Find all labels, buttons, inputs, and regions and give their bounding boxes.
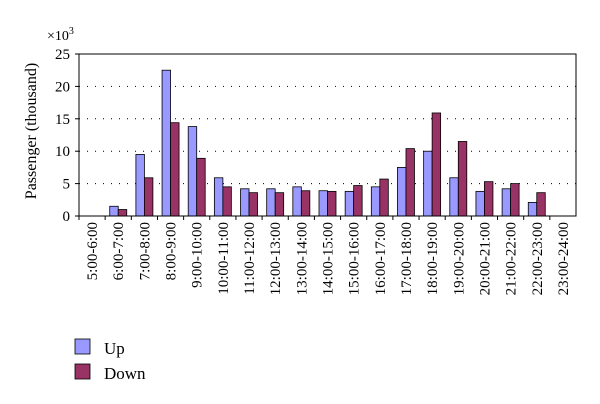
bar-down <box>327 190 337 217</box>
x-tick-label: 17:00-18:00 <box>399 222 415 295</box>
bar-up <box>109 205 119 217</box>
bar-down <box>300 190 311 217</box>
bar-up <box>292 186 302 217</box>
x-tick-label: 18:00-19:00 <box>425 222 441 295</box>
x-tick-label: 12:00-13:00 <box>268 222 284 295</box>
legend-swatch-down <box>74 363 91 380</box>
x-tick-label: 16:00-17:00 <box>373 222 389 295</box>
plot-frame <box>78 53 577 217</box>
y-tick-label: 15 <box>55 112 70 128</box>
x-tick-label: 14:00-15:00 <box>321 222 337 295</box>
bar-down <box>143 177 154 217</box>
legend-label-up: Up <box>104 339 125 358</box>
bar-down <box>170 122 180 217</box>
x-tick-label: 8:00-9:00 <box>164 222 180 280</box>
x-axis-ticks: 5:00-6:00 6:00-7:00 7:00-8:00 8:00-9:00 9:00… <box>78 216 572 295</box>
bar-up <box>161 69 171 217</box>
bar-down <box>379 178 389 217</box>
x-tick-label: 23:00-24:00 <box>556 222 572 295</box>
multiplier-exponent: 3 <box>69 26 74 37</box>
bar-up <box>475 190 485 217</box>
bar-down <box>248 192 258 217</box>
bar-up <box>449 177 459 217</box>
multiplier-base: ×10 <box>47 29 69 44</box>
y-tick-label: 20 <box>55 79 70 95</box>
bars-group <box>109 69 546 217</box>
bar-down <box>222 186 232 217</box>
bar-up <box>501 188 512 217</box>
x-tick-label: 11:00-12:00 <box>242 222 258 295</box>
bar-up <box>397 166 407 217</box>
x-tick-label: 19:00-20:00 <box>451 222 467 295</box>
x-tick-label: 20:00-21:00 <box>477 222 493 295</box>
bar-up <box>135 154 145 217</box>
y-tick-label: 0 <box>63 209 71 225</box>
bar-up <box>318 190 328 217</box>
bar-up <box>240 188 250 217</box>
bar-down <box>405 148 415 217</box>
bar-down <box>117 209 128 217</box>
x-tick-label: 5:00-6:00 <box>85 222 101 280</box>
gridlines <box>79 85 576 185</box>
y-tick-label: 5 <box>63 177 71 193</box>
x-tick-label: 15:00-16:00 <box>347 222 363 295</box>
y-axis-ticks: 0 5 10 15 20 25 <box>55 47 79 225</box>
bar-up <box>370 186 381 217</box>
bar-down <box>457 141 468 217</box>
legend: Up Down <box>74 338 146 383</box>
bar-down <box>353 185 363 217</box>
bar-down <box>274 192 285 217</box>
x-tick-label: 13:00-14:00 <box>294 222 310 295</box>
y-axis-title: Passenger (thousand) <box>23 63 40 199</box>
y-tick-label: 10 <box>55 144 70 160</box>
bar-up <box>344 190 355 217</box>
bar-down <box>196 157 206 217</box>
bar-down <box>510 183 520 217</box>
legend-label-down: Down <box>104 364 146 383</box>
x-tick-label: 7:00-8:00 <box>137 222 153 280</box>
bar-down <box>536 192 546 217</box>
bar-down <box>484 181 494 217</box>
axis-multiplier: ×103 <box>47 26 74 44</box>
bar-up <box>213 177 224 217</box>
bar-up <box>187 126 198 217</box>
legend-swatch-up <box>74 338 91 355</box>
bar-up <box>423 150 433 217</box>
x-tick-label: 6:00-7:00 <box>111 222 127 280</box>
x-tick-label: 21:00-22:00 <box>504 222 520 295</box>
y-tick-label: 25 <box>55 47 70 63</box>
x-tick-label: 22:00-23:00 <box>530 222 546 295</box>
bar-down <box>431 112 442 217</box>
x-tick-label: 9:00-10:00 <box>190 222 206 288</box>
bar-up <box>266 188 276 217</box>
x-tick-label: 10:00-11:00 <box>216 222 232 295</box>
bar-up <box>527 201 538 217</box>
